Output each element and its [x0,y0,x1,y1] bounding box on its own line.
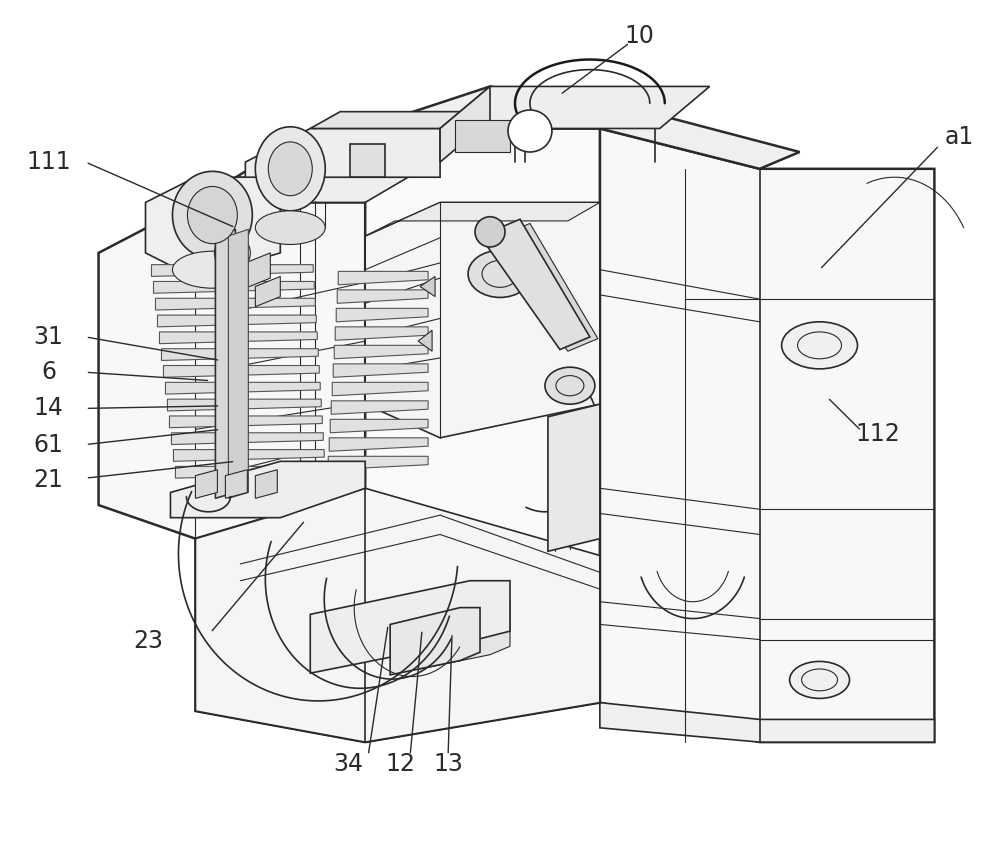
Polygon shape [195,129,600,742]
Polygon shape [159,332,317,344]
Polygon shape [390,608,480,675]
Polygon shape [165,382,320,394]
Polygon shape [334,345,428,359]
Polygon shape [336,308,428,322]
Text: a1: a1 [945,125,974,149]
Text: 23: 23 [133,629,163,653]
Polygon shape [161,349,318,360]
Ellipse shape [172,251,252,288]
Ellipse shape [268,142,312,195]
Polygon shape [330,419,428,433]
Polygon shape [169,416,322,428]
Polygon shape [440,87,710,129]
Text: 10: 10 [625,24,655,48]
Polygon shape [365,202,600,438]
Text: 13: 13 [433,752,463,776]
Text: 34: 34 [333,752,363,776]
Polygon shape [455,120,510,152]
Bar [350,144,385,177]
Text: 6: 6 [41,360,56,384]
Polygon shape [170,461,365,518]
Polygon shape [171,433,323,445]
Polygon shape [195,470,217,498]
Polygon shape [255,276,280,306]
Polygon shape [328,456,428,470]
Ellipse shape [172,171,252,258]
Polygon shape [195,488,600,742]
Ellipse shape [545,367,595,404]
Polygon shape [145,177,280,278]
Polygon shape [163,365,319,377]
Ellipse shape [468,250,532,297]
Polygon shape [420,276,435,296]
Ellipse shape [508,110,552,152]
Ellipse shape [255,127,325,210]
Polygon shape [215,229,235,498]
Ellipse shape [187,186,237,243]
Polygon shape [153,281,314,293]
Polygon shape [600,702,934,742]
Polygon shape [490,223,598,351]
Ellipse shape [475,216,505,247]
Text: 111: 111 [26,150,71,174]
Polygon shape [99,202,365,539]
Polygon shape [329,438,428,451]
Polygon shape [167,399,321,411]
Text: 14: 14 [34,397,64,420]
Polygon shape [157,315,316,327]
Text: 112: 112 [855,422,900,445]
Polygon shape [440,87,490,163]
Polygon shape [195,177,408,202]
Polygon shape [151,264,313,276]
Text: 12: 12 [385,752,415,776]
Polygon shape [245,129,440,202]
Polygon shape [175,466,325,478]
Text: 31: 31 [34,325,64,349]
Ellipse shape [790,662,850,698]
Polygon shape [332,382,428,396]
Polygon shape [333,364,428,377]
Polygon shape [245,253,270,288]
Polygon shape [255,470,277,498]
Polygon shape [225,470,247,498]
Polygon shape [418,330,432,351]
Polygon shape [365,202,600,236]
Polygon shape [310,581,510,674]
Polygon shape [338,271,428,285]
Polygon shape [335,327,428,340]
Polygon shape [331,401,428,414]
Polygon shape [310,112,470,129]
Polygon shape [548,404,600,552]
Text: 21: 21 [34,468,64,492]
Polygon shape [600,129,934,742]
Ellipse shape [782,322,858,369]
Polygon shape [337,290,428,303]
Ellipse shape [214,234,250,271]
Ellipse shape [255,210,325,244]
Polygon shape [173,450,324,461]
Polygon shape [480,219,590,349]
Polygon shape [195,87,640,202]
Polygon shape [420,602,510,669]
Text: 61: 61 [34,433,64,456]
Polygon shape [600,110,800,168]
Polygon shape [155,298,315,310]
Polygon shape [228,229,248,498]
